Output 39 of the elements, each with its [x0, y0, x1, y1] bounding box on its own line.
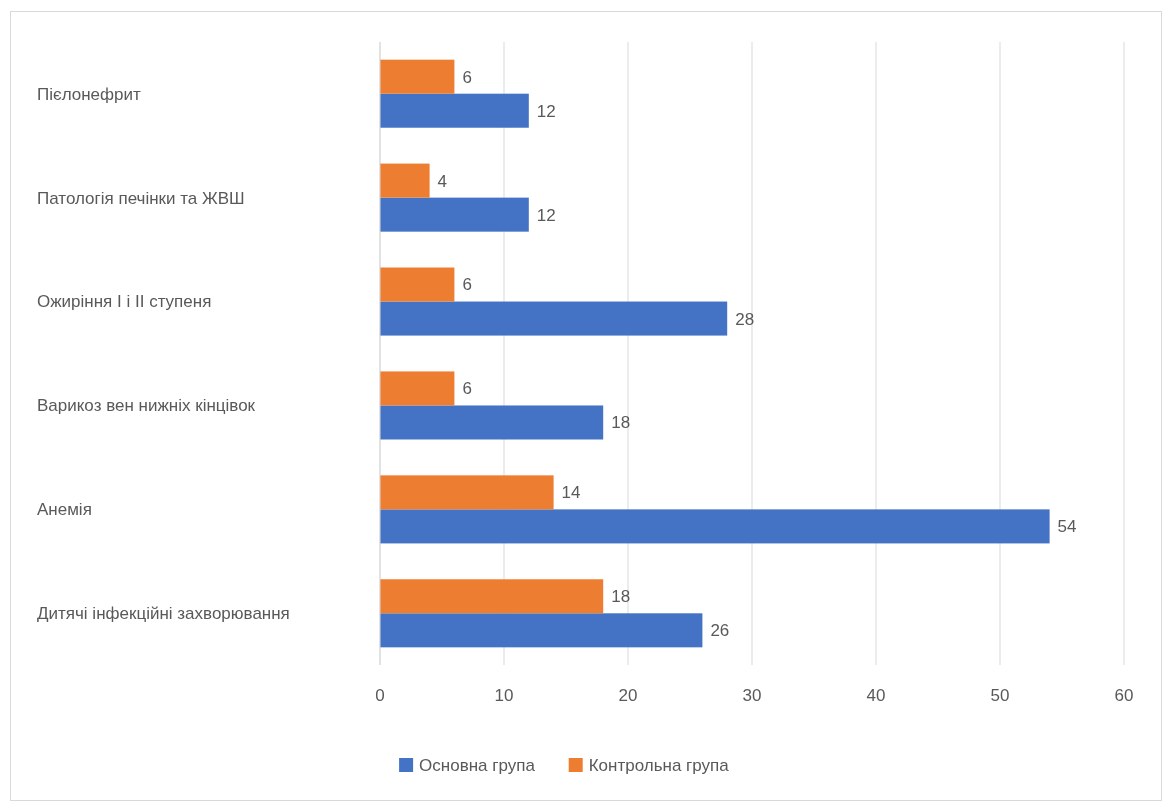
- data-label: 54: [1057, 517, 1077, 537]
- y-tick-label: Анемія: [37, 500, 92, 520]
- y-tick-label: Пієлонефрит: [37, 84, 142, 104]
- bar: [380, 579, 604, 614]
- data-label: 12: [536, 101, 556, 121]
- bar: [380, 613, 703, 648]
- x-tick-label: 30: [742, 686, 762, 705]
- y-tick-label: Варикоз вен нижніх кінцівок: [37, 396, 256, 416]
- y-tick-label: Патологія печінки та ЖВШ: [37, 188, 245, 208]
- bar: [380, 267, 455, 302]
- data-label: 14: [561, 483, 581, 503]
- data-label: 6: [462, 275, 472, 295]
- legend-label: Основна група: [419, 755, 536, 775]
- bar: [380, 197, 529, 232]
- x-tick-label: 40: [866, 686, 886, 705]
- bar: [380, 405, 604, 440]
- x-tick-label: 60: [1114, 686, 1134, 705]
- bar: [380, 371, 455, 406]
- data-label: 4: [437, 171, 448, 191]
- bar: [380, 509, 1050, 544]
- x-tick-label: 0: [375, 686, 385, 705]
- data-label: 18: [611, 413, 631, 433]
- data-label: 6: [462, 379, 472, 399]
- y-tick-label: Ожиріння І і ІІ ступеня: [37, 292, 212, 312]
- bar: [380, 93, 529, 128]
- bar: [380, 163, 430, 198]
- data-label: 26: [710, 621, 730, 641]
- x-tick-label: 10: [494, 686, 514, 705]
- data-label: 6: [462, 67, 472, 87]
- y-tick-label: Дитячі інфекційні захворювання: [37, 604, 290, 624]
- data-label: 18: [611, 587, 631, 607]
- legend-label: Контрольна група: [588, 755, 730, 775]
- data-label: 12: [536, 205, 556, 225]
- bar: [380, 301, 728, 336]
- bar: [380, 475, 554, 510]
- x-tick-label: 50: [990, 686, 1010, 705]
- data-label: 28: [735, 309, 755, 329]
- x-tick-label: 20: [618, 686, 638, 705]
- bar: [380, 59, 455, 94]
